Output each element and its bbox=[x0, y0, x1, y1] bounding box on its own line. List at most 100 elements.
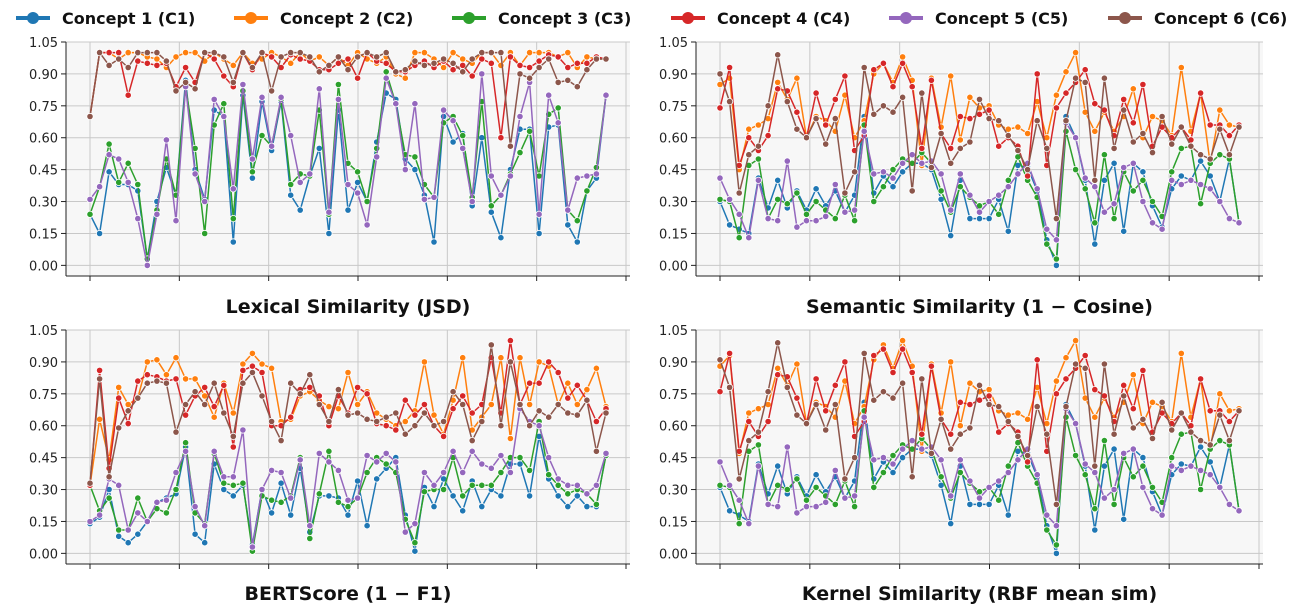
data-point bbox=[1129, 405, 1137, 413]
data-point bbox=[1148, 434, 1157, 443]
data-point bbox=[306, 170, 314, 178]
data-point bbox=[908, 151, 916, 159]
data-point bbox=[870, 351, 878, 360]
data-point bbox=[525, 492, 534, 500]
data-point bbox=[1206, 185, 1214, 193]
data-point bbox=[459, 354, 467, 362]
data-point bbox=[535, 379, 543, 387]
data-point bbox=[716, 388, 724, 396]
data-point bbox=[564, 379, 572, 387]
data-point bbox=[411, 57, 419, 65]
data-point bbox=[267, 466, 276, 474]
data-point bbox=[573, 217, 581, 225]
data-point bbox=[210, 379, 218, 387]
data-point bbox=[573, 238, 581, 246]
data-point bbox=[315, 449, 323, 457]
data-point bbox=[1110, 215, 1118, 223]
data-point bbox=[277, 479, 285, 487]
data-point bbox=[344, 511, 352, 519]
data-point bbox=[105, 48, 113, 57]
data-point bbox=[525, 379, 534, 387]
chart-title: Kernel Similarity (RBF mean sim) bbox=[802, 583, 1157, 605]
data-point bbox=[478, 48, 486, 57]
data-point bbox=[985, 392, 993, 400]
data-point bbox=[353, 477, 362, 485]
data-point bbox=[850, 206, 859, 214]
data-point bbox=[439, 63, 448, 72]
data-point bbox=[831, 381, 839, 389]
data-point bbox=[478, 502, 486, 511]
data-point bbox=[229, 473, 237, 481]
data-point bbox=[516, 112, 524, 121]
data-point bbox=[725, 221, 734, 229]
data-point bbox=[995, 142, 1003, 150]
data-point bbox=[411, 539, 419, 547]
y-tick-label: 0.90 bbox=[659, 356, 688, 371]
data-point bbox=[1139, 366, 1147, 374]
chart-panel: 0.00 0.15 0.30 0.45 0.60 0.75 0.90 1.05 Kernel S… bbox=[659, 324, 1263, 605]
data-point bbox=[497, 134, 505, 142]
y-tick-label: 1.05 bbox=[659, 324, 688, 339]
data-point bbox=[592, 447, 601, 455]
data-point bbox=[1052, 255, 1061, 263]
data-point bbox=[716, 104, 724, 112]
data-point bbox=[1052, 377, 1061, 385]
data-point bbox=[831, 215, 839, 223]
data-point bbox=[459, 68, 467, 76]
data-point bbox=[182, 78, 190, 87]
data-point bbox=[554, 481, 562, 489]
data-point bbox=[898, 336, 907, 345]
data-point bbox=[573, 381, 581, 389]
data-point bbox=[525, 422, 534, 430]
data-point bbox=[353, 494, 362, 502]
data-point bbox=[937, 187, 945, 195]
data-point bbox=[725, 63, 734, 72]
data-point bbox=[1177, 123, 1185, 131]
data-point bbox=[459, 468, 467, 477]
data-point bbox=[995, 117, 1003, 125]
data-point bbox=[1004, 227, 1012, 235]
data-point bbox=[1033, 117, 1041, 125]
data-point bbox=[860, 413, 868, 421]
legend-label: Concept 1 (C1) bbox=[62, 9, 195, 28]
data-point bbox=[506, 142, 514, 150]
data-point bbox=[1206, 471, 1214, 479]
data-point bbox=[373, 417, 381, 426]
data-point bbox=[1120, 381, 1128, 389]
data-point bbox=[411, 153, 419, 161]
data-point bbox=[1081, 185, 1089, 193]
data-point bbox=[602, 449, 610, 457]
data-point bbox=[535, 407, 543, 415]
data-point bbox=[516, 70, 524, 78]
data-point bbox=[1081, 174, 1089, 182]
data-point bbox=[783, 383, 791, 391]
data-point bbox=[793, 74, 801, 82]
data-point bbox=[229, 492, 237, 500]
data-point bbox=[956, 144, 964, 152]
data-point bbox=[1235, 123, 1243, 131]
data-point bbox=[420, 409, 428, 417]
panels: 0.00 0.15 0.30 0.45 0.60 0.75 0.90 1.05 Lexical … bbox=[29, 36, 1263, 605]
data-point bbox=[373, 475, 381, 483]
data-point bbox=[1148, 505, 1157, 513]
data-point bbox=[191, 530, 199, 538]
data-point bbox=[1091, 183, 1099, 191]
data-point bbox=[1100, 176, 1109, 184]
data-point bbox=[754, 121, 763, 129]
data-point bbox=[822, 121, 830, 129]
data-point bbox=[210, 48, 218, 57]
y-tick-label: 0.60 bbox=[29, 420, 58, 435]
data-point bbox=[248, 362, 256, 370]
data-point bbox=[966, 93, 974, 101]
data-point bbox=[975, 381, 984, 389]
chart-panel: 0.00 0.15 0.30 0.45 0.60 0.75 0.90 1.05 Semantic… bbox=[659, 36, 1263, 318]
data-point bbox=[1148, 483, 1157, 491]
data-point bbox=[918, 89, 926, 97]
data-point bbox=[898, 93, 907, 101]
data-point bbox=[1014, 432, 1022, 440]
data-point bbox=[525, 127, 534, 135]
data-point bbox=[220, 409, 228, 417]
data-point bbox=[325, 61, 333, 70]
data-point bbox=[172, 53, 180, 61]
data-point bbox=[96, 375, 104, 383]
